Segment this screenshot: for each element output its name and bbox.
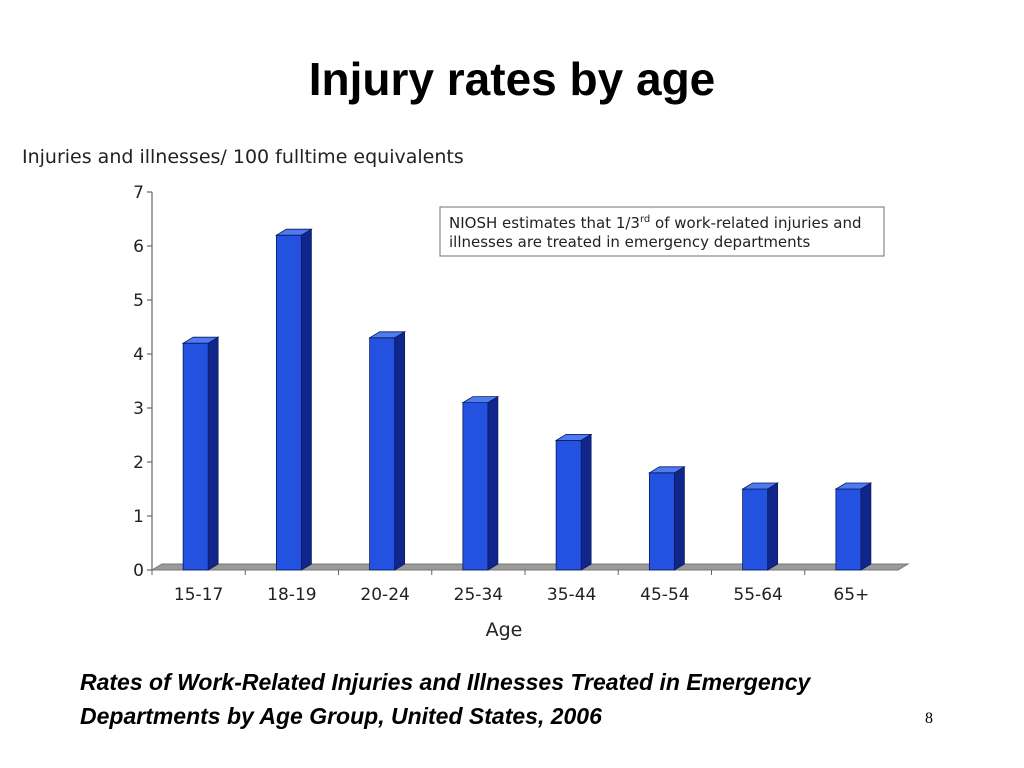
bar-front (555, 439, 582, 571)
x-tick-label: 65+ (833, 585, 869, 605)
bar-front (369, 337, 396, 571)
bar-side (767, 482, 779, 571)
bar-side (860, 482, 872, 571)
bar-15-17 (181, 336, 220, 571)
bar-top (181, 336, 220, 344)
bar-20-24 (368, 331, 407, 571)
bar-front (742, 488, 769, 571)
x-tick-label: 55-64 (733, 585, 782, 605)
y-tick-label: 4 (133, 345, 144, 365)
bar-top (274, 228, 313, 236)
bar-front (275, 234, 302, 571)
bar-front (648, 472, 675, 571)
x-tick-label: 15-17 (174, 585, 223, 605)
annotation-frame (439, 206, 885, 257)
x-tick-label: 25-34 (454, 585, 503, 605)
bar-18-19 (274, 228, 313, 571)
bar-55-64 (741, 482, 780, 571)
bar-top (461, 396, 500, 404)
bar-front (182, 342, 209, 571)
y-axis-label: Injuries and illnesses/ 100 fulltime equ… (22, 146, 464, 168)
bar-side (580, 433, 592, 571)
x-axis-tick-labels: 15-17 18-19 20-24 25-34 35-44 45-54 55-64 65+ (151, 570, 869, 605)
bar-side (394, 331, 406, 571)
bar-side (207, 336, 219, 571)
y-tick-label: 5 (133, 291, 144, 311)
bar-top (554, 433, 593, 441)
x-tick-label: 18-19 (267, 585, 316, 605)
y-tick-label: 7 (133, 183, 144, 203)
x-tick-label: 35-44 (547, 585, 596, 605)
y-tick-label: 1 (133, 507, 144, 527)
bars (181, 228, 873, 571)
annotation-box: NIOSH estimates that 1/3rd of work-relat… (439, 206, 885, 257)
annotation-line-1: NIOSH estimates that 1/3rd of work-relat… (449, 214, 862, 232)
bar-front (462, 402, 489, 571)
chart-floor (150, 563, 910, 571)
bar-top (741, 482, 780, 490)
bar-side (673, 466, 685, 571)
bar-35-44 (554, 433, 593, 571)
y-tick-label: 2 (133, 453, 144, 473)
figure-caption: Rates of Work-Related Injuries and Illne… (80, 665, 1000, 733)
bar-65+ (834, 482, 873, 571)
bar-45-54 (647, 466, 686, 571)
x-axis-label: Age (486, 619, 523, 641)
y-tick-label: 0 (133, 561, 144, 581)
bar-side (300, 228, 312, 571)
caption-line-2: Departments by Age Group, United States,… (80, 703, 602, 729)
y-axis: 0 1 2 3 4 5 6 7 (133, 183, 153, 581)
bar-top (834, 482, 873, 490)
slide-title: Injury rates by age (308, 53, 716, 105)
bar-25-34 (461, 395, 500, 571)
bar-front (835, 488, 862, 571)
bar-top (368, 331, 407, 339)
floor-plane (150, 563, 910, 571)
page-number: 8 (925, 710, 933, 727)
bar-side (487, 395, 499, 571)
y-tick-label: 6 (133, 237, 144, 257)
bar-chart: 0 1 2 3 4 5 6 7 15-17 18-19 20-24 25-34 35-44 45-54 5… (133, 183, 910, 641)
bar-top (647, 466, 686, 474)
caption-line-1: Rates of Work-Related Injuries and Illne… (80, 669, 811, 695)
x-tick-label: 45-54 (640, 585, 689, 605)
y-tick-label: 3 (133, 399, 144, 419)
annotation-line-2: illnesses are treated in emergency depar… (449, 233, 811, 251)
x-tick-label: 20-24 (360, 585, 409, 605)
